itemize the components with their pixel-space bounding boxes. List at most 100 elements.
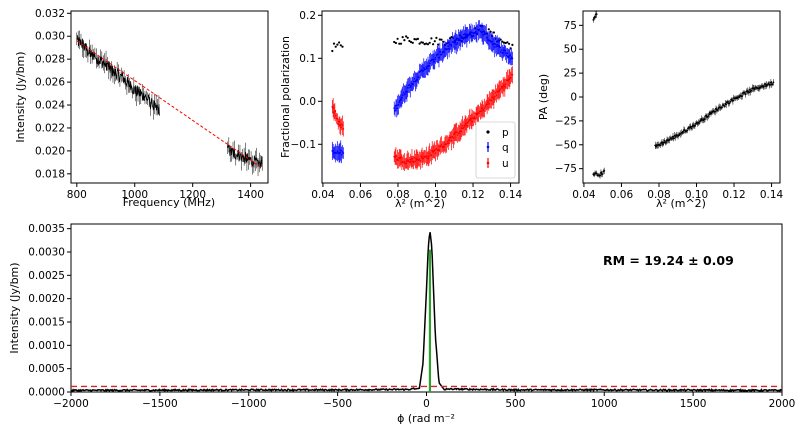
point	[333, 111, 335, 114]
point	[473, 116, 476, 119]
point	[394, 109, 396, 112]
point	[460, 36, 463, 38]
point	[406, 87, 409, 89]
y-tick-label: 0.032	[35, 8, 65, 20]
point	[493, 95, 496, 98]
point	[502, 85, 504, 88]
point	[470, 31, 472, 34]
y-tick-label: −75	[555, 163, 577, 175]
point	[486, 103, 488, 106]
point	[395, 104, 397, 107]
point	[448, 47, 450, 50]
point	[465, 36, 468, 39]
point	[443, 145, 445, 148]
point	[511, 73, 514, 76]
point	[413, 156, 416, 159]
point	[482, 109, 485, 112]
x-tick-label: 0.14	[760, 189, 784, 201]
point	[331, 49, 334, 53]
point	[500, 85, 503, 88]
pa-marks	[592, 10, 775, 179]
x-tick-label: 500	[505, 398, 525, 410]
point	[481, 107, 483, 109]
point	[506, 52, 509, 55]
legend-label-q: q	[502, 142, 509, 154]
point	[440, 143, 443, 146]
point	[332, 42, 336, 45]
point	[435, 36, 438, 40]
x-tick-label: 1200	[179, 189, 206, 201]
point	[503, 84, 505, 86]
point	[511, 43, 514, 47]
x-tick-label: −1000	[231, 398, 267, 410]
polarization-marks	[331, 20, 514, 171]
point	[501, 87, 504, 90]
point	[439, 145, 442, 147]
point	[339, 149, 342, 152]
x-tick-label: 0.10	[424, 189, 447, 201]
point	[411, 83, 414, 86]
point	[442, 40, 445, 43]
y-tick-label: 0.024	[35, 100, 65, 112]
point	[487, 28, 490, 31]
point	[428, 41, 431, 44]
point	[400, 156, 402, 159]
point	[486, 36, 488, 39]
y-tick-label: 0	[570, 92, 577, 104]
point	[452, 136, 455, 139]
point	[492, 96, 494, 99]
point	[466, 121, 469, 124]
point	[463, 36, 466, 38]
point	[332, 150, 335, 152]
point	[443, 51, 445, 53]
x-tick-label: 0.04	[311, 189, 335, 201]
faraday-xlabel: ϕ (rad m⁻²	[397, 412, 455, 425]
point	[465, 124, 468, 127]
point	[410, 160, 412, 163]
point	[446, 48, 449, 51]
point	[336, 150, 339, 153]
x-tick-label: 0.08	[386, 189, 409, 201]
y-tick-label: 0.0000	[28, 387, 65, 399]
point	[424, 68, 427, 71]
point	[501, 40, 504, 43]
point	[425, 155, 428, 158]
x-tick-label: −1500	[142, 398, 178, 410]
rm-annotation: RM = 19.24 ± 0.09	[603, 253, 734, 268]
series-q	[331, 20, 514, 164]
point	[438, 38, 441, 41]
point	[416, 78, 418, 81]
faraday-ylabel: Intensity (Jy/bm)	[8, 262, 21, 353]
point	[401, 36, 404, 39]
point	[437, 53, 439, 55]
y-tick-label: 0.0015	[28, 317, 65, 329]
point	[335, 152, 338, 154]
spectrum-ylabel: Intensity (Jy/bm)	[14, 51, 27, 142]
point	[332, 106, 335, 109]
point	[338, 120, 340, 123]
x-tick-label: 0.10	[685, 189, 708, 201]
point	[417, 76, 420, 79]
point	[440, 53, 443, 56]
panel-pa: 0.04 0.06 0.08 0.10 0.12 0.14 −75 −50 −25 0 25 50 75…	[537, 10, 784, 210]
point	[474, 117, 477, 120]
point	[462, 33, 465, 36]
point	[422, 157, 424, 160]
point	[341, 45, 344, 48]
x-tick-label: 0.06	[349, 189, 373, 201]
y-tick-label: 0.0025	[28, 270, 65, 282]
point	[336, 118, 339, 120]
point	[427, 157, 429, 160]
point	[468, 32, 471, 35]
point	[507, 79, 510, 82]
point	[465, 33, 467, 36]
point	[460, 130, 462, 133]
point	[408, 83, 411, 86]
point	[433, 58, 436, 61]
y-tick-label: 0.0030	[28, 247, 65, 259]
point	[336, 43, 339, 46]
point	[418, 158, 421, 160]
spectrum-marks	[76, 30, 263, 177]
point	[461, 37, 464, 40]
